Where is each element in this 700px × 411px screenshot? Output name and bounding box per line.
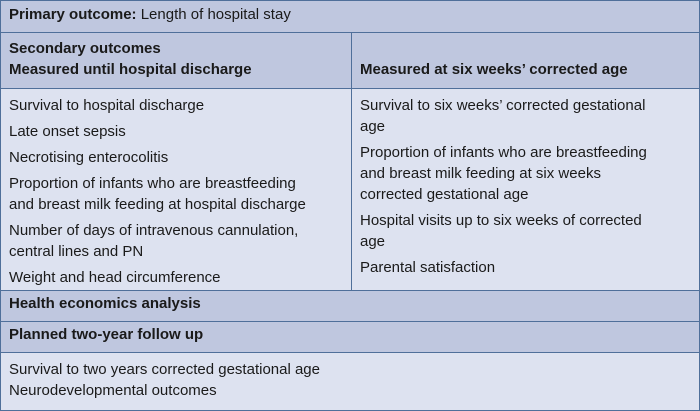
followup-title: Planned two-year follow up [9,326,204,343]
list-item: Proportion of infants who are breastfeed… [9,175,306,213]
followup-items-row: Survival to two years corrected gestatio… [1,353,699,410]
list-item: Neurodevelopmental outcomes [9,382,217,399]
left-items-list: Survival to hospital discharge Late onse… [1,89,351,290]
list-item: Survival to hospital discharge [9,97,205,114]
list-item: Number of days of intravenous cannulatio… [9,222,299,260]
primary-outcome-row: Primary outcome: Length of hospital stay [1,1,699,33]
primary-outcome-value: Length of hospital stay [140,6,291,23]
health-economics-row: Health economics analysis [1,291,699,322]
primary-outcome-label: Primary outcome: [9,6,137,23]
list-item: Weight and head circumference [9,269,221,286]
secondary-items-row: Survival to hospital discharge Late onse… [1,89,699,291]
list-item: Survival to two years corrected gestatio… [9,361,320,378]
left-column-header: Measured until hospital discharge [9,61,252,78]
list-item: Necrotising enterocolitis [9,149,169,166]
secondary-header-row: Secondary outcomes Measured until hospit… [1,33,699,89]
right-column-header: Measured at six weeks’ corrected age [360,61,628,78]
list-item: Parental satisfaction [360,259,496,276]
health-economics-label: Health economics analysis [9,295,201,312]
list-item: Proportion of infants who are breastfeed… [360,144,647,203]
right-items-list: Survival to six weeks’ corrected gestati… [351,89,699,290]
followup-header-row: Planned two-year follow up [1,322,699,353]
list-item: Hospital visits up to six weeks of corre… [360,212,642,250]
list-item: Survival to six weeks’ corrected gestati… [360,97,646,135]
secondary-outcomes-title: Secondary outcomes [9,40,161,57]
list-item: Late onset sepsis [9,123,126,140]
